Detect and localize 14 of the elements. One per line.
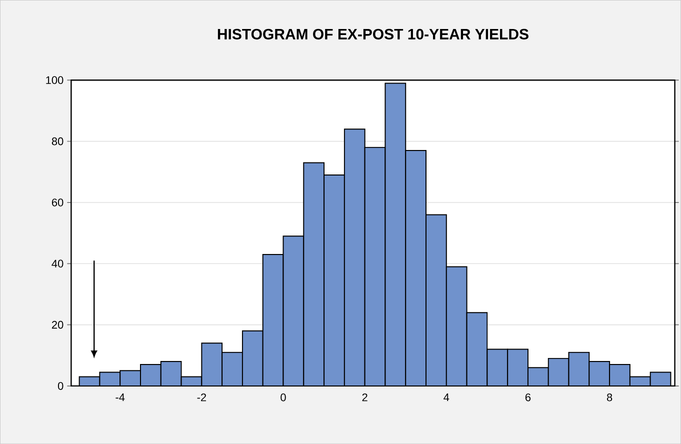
y-tick-label: 100 <box>46 76 64 84</box>
x-tick-label: 0 <box>280 393 286 402</box>
x-tick-label: 8 <box>606 393 612 402</box>
x-tick-label: -4 <box>116 393 125 401</box>
x-tick-label: 2 <box>362 393 368 402</box>
x-tick-label: -2 <box>197 393 206 402</box>
x-tick-label: 6 <box>525 393 531 402</box>
chart-title: HISTOGRAM OF EX-POST 10-YEAR YIELDS <box>218 28 528 40</box>
y-tick-label: 20 <box>52 320 64 329</box>
y-tick-label: 60 <box>52 198 64 206</box>
y-tick-label: 0 <box>58 382 64 390</box>
x-tick-label: 4 <box>444 393 450 401</box>
y-tick-label: 40 <box>52 260 64 268</box>
y-tick-label: 80 <box>52 137 64 146</box>
